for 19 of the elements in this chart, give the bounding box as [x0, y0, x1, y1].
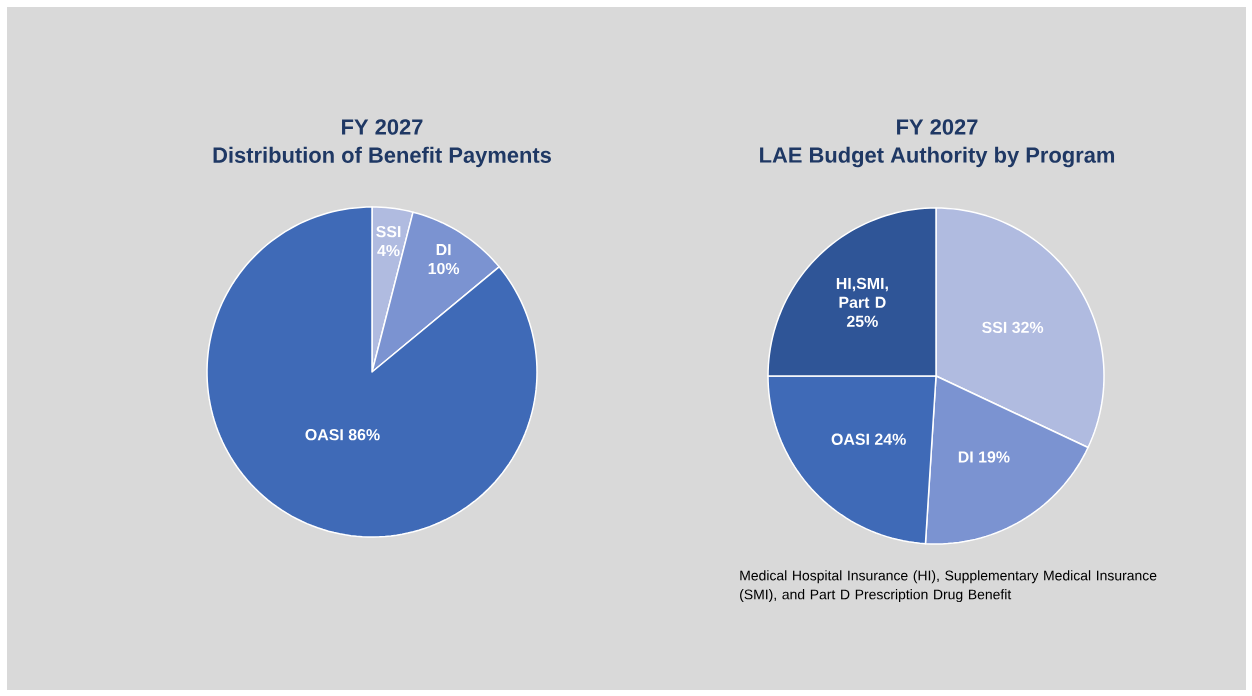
chart-subtitle: LAE Budget Authority by Program — [760, 146, 1115, 168]
data-label: 32% — [1012, 321, 1044, 334]
data-label: 25% — [846, 315, 878, 327]
slice-label: DI — [436, 244, 451, 256]
chart-subtitle: Distribution of Benefit Payments — [213, 146, 551, 168]
slice-label: HI,SMI, Part D — [836, 277, 888, 308]
slice-label: SSI — [376, 225, 401, 238]
slice-label: OASI — [305, 429, 343, 441]
slice-label: DI — [958, 451, 973, 463]
data-label: 24% — [874, 433, 906, 445]
data-label: 4% — [377, 244, 400, 257]
data-label: 86% — [348, 429, 380, 441]
chart-title: FY 2027 — [342, 119, 423, 135]
slice-label: OASI — [831, 433, 869, 445]
slice-label: SSI — [982, 321, 1007, 334]
text: Medical Hospital Insurance (HI), Supplementary Medical Insurance (SMI), and Part D Prescription Drug Benefit — [740, 570, 1157, 603]
chart-title: FY 2027 — [897, 119, 978, 135]
data-label: 19% — [979, 451, 1010, 463]
data-label: 10% — [428, 262, 460, 275]
